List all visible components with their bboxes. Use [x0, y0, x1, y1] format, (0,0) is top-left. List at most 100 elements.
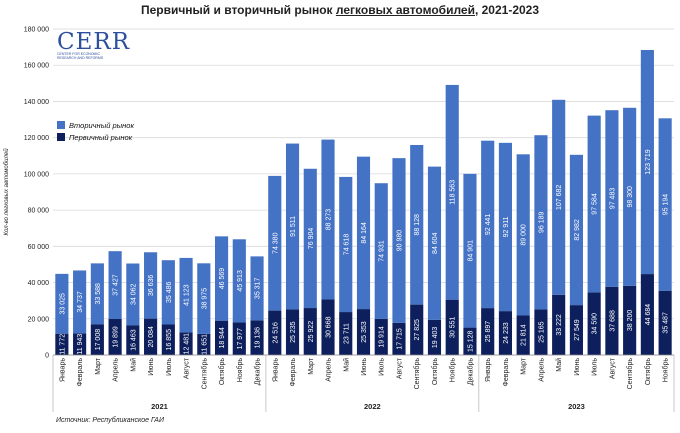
title-after: , 2021-2023 — [474, 3, 540, 17]
data-label-primary: 11 943 — [77, 334, 84, 355]
y-tick-label: 40 000 — [28, 280, 50, 287]
data-label-secondary: 97 584 — [592, 193, 599, 215]
bar-primary — [303, 308, 317, 355]
data-label-secondary: 41 123 — [184, 284, 191, 306]
data-label-primary: 30 551 — [450, 317, 457, 339]
x-group-label: 2022 — [364, 402, 381, 411]
legend-item-secondary: Вторичный рынок — [57, 119, 134, 131]
bar-primary — [658, 290, 672, 355]
x-tick-label: Ноябрь — [662, 358, 670, 383]
data-label-primary: 19 914 — [379, 326, 386, 348]
x-tick-label: Август — [609, 357, 616, 379]
data-label-secondary: 98 300 — [627, 186, 634, 208]
bar-primary — [126, 325, 140, 355]
bar-primary — [144, 318, 158, 355]
data-label-primary: 24 516 — [272, 322, 279, 344]
x-tick-label: Сентябрь — [626, 358, 634, 390]
x-tick-label: Февраль — [503, 358, 510, 387]
data-label-primary: 17 008 — [95, 329, 102, 351]
data-label-secondary: 38 975 — [201, 288, 208, 310]
data-label-primary: 17 977 — [237, 328, 244, 350]
bar-primary — [374, 318, 388, 355]
data-label-secondary: 33 588 — [95, 283, 102, 305]
bar-secondary — [410, 144, 424, 305]
x-tick-label: Май — [129, 358, 137, 372]
bar-primary — [605, 286, 619, 355]
data-label-secondary: 46 569 — [219, 268, 226, 290]
legend-label-primary: Первичный рынок — [69, 132, 133, 142]
y-tick-label: 120 000 — [24, 135, 49, 142]
x-tick-label: Июнь — [574, 358, 581, 376]
bar-secondary — [640, 50, 654, 275]
bar-secondary — [197, 263, 211, 334]
data-label-primary: 16 855 — [166, 329, 173, 351]
bar-primary — [623, 285, 637, 355]
data-label-primary: 19 403 — [432, 327, 439, 349]
x-tick-label: Июль — [379, 358, 386, 376]
data-label-primary: 25 353 — [361, 321, 368, 343]
bar-primary — [285, 309, 300, 355]
x-tick-label: Июль — [592, 358, 599, 376]
data-label-secondary: 91 511 — [290, 216, 297, 237]
bar-secondary — [534, 135, 548, 310]
bar-primary — [55, 333, 69, 355]
bar-secondary — [285, 143, 300, 310]
data-label-secondary: 45 913 — [237, 270, 244, 292]
bar-secondary — [605, 110, 619, 287]
x-tick-label: Март — [521, 357, 528, 375]
bar-primary — [640, 274, 654, 355]
bar-secondary — [552, 99, 566, 295]
x-tick-label: Ноябрь — [236, 358, 244, 383]
logo-name: CERR — [57, 29, 131, 55]
legend-swatch-secondary — [57, 121, 65, 129]
bar-primary — [569, 305, 583, 355]
x-tick-label: Июль — [166, 358, 173, 376]
x-tick-label: Май — [555, 358, 563, 372]
bar-primary — [321, 299, 335, 355]
data-label-secondary: 74 618 — [343, 234, 350, 256]
y-tick-label: 0 — [45, 353, 49, 360]
bar-primary — [108, 318, 122, 355]
data-label-secondary: 123 719 — [645, 149, 652, 174]
x-tick-label: Октябрь — [644, 358, 652, 385]
bar-secondary — [303, 168, 317, 309]
data-label-secondary: 37 427 — [113, 274, 120, 296]
bar-secondary — [623, 107, 637, 286]
data-label-secondary: 92 911 — [503, 216, 510, 237]
data-label-primary: 33 222 — [556, 314, 563, 336]
title-before: Первичный и вторичный рынок — [140, 3, 336, 17]
data-label-primary: 38 200 — [627, 310, 634, 332]
data-label-secondary: 84 164 — [361, 222, 368, 244]
data-label-primary: 30 668 — [326, 316, 333, 338]
bar-secondary — [55, 273, 69, 334]
data-label-primary: 11 772 — [59, 334, 66, 355]
data-label-secondary: 107 682 — [556, 185, 563, 210]
bar-primary — [179, 332, 193, 355]
data-label-secondary: 89 000 — [521, 224, 528, 246]
data-label-primary: 25 165 — [538, 321, 545, 343]
bar-secondary — [392, 158, 406, 323]
data-label-primary: 44 684 — [645, 304, 652, 326]
bar-secondary — [161, 260, 175, 325]
data-label-primary: 17 715 — [396, 328, 403, 350]
bar-secondary — [481, 140, 495, 309]
bar-secondary — [498, 142, 513, 312]
bar-primary — [232, 322, 246, 355]
source-note: Источник: Республиканское ГАИ — [56, 417, 164, 424]
logo-tagline: CENTER FOR ECONOMIC RESEARCH AND REFORMS — [57, 52, 104, 60]
data-label-secondary: 84 901 — [467, 240, 474, 262]
bar-primary — [498, 311, 513, 355]
x-tick-label: Февраль — [290, 358, 297, 387]
data-label-secondary: 88 273 — [326, 209, 333, 231]
bar-primary — [410, 304, 424, 355]
x-tick-label: Апрель — [113, 358, 120, 382]
bar-primary — [463, 327, 477, 355]
bar-secondary — [268, 175, 282, 311]
data-label-secondary: 88 128 — [414, 214, 421, 236]
data-label-secondary: 34 737 — [77, 291, 84, 313]
data-label-primary: 23 711 — [343, 323, 350, 344]
x-tick-label: Февраль — [77, 358, 84, 387]
legend-item-primary: Первичный рынок — [57, 131, 134, 143]
x-tick-label: Сентябрь — [200, 358, 208, 390]
bar-secondary — [569, 154, 583, 306]
